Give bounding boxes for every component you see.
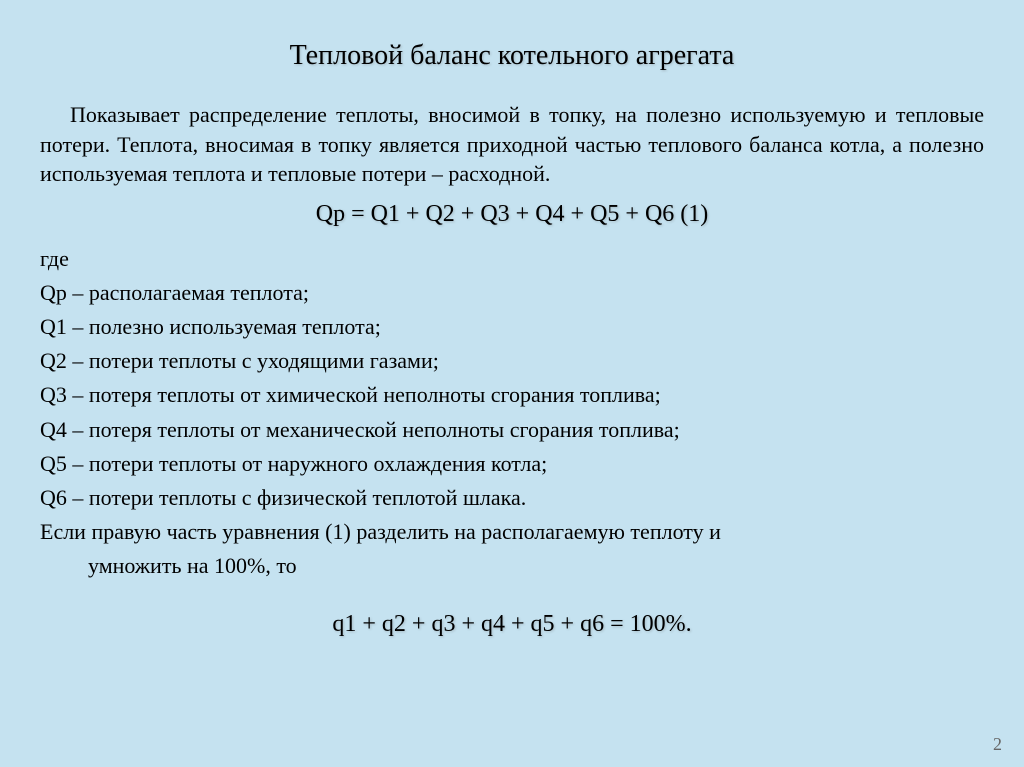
def-qp: Qр – располагаемая теплота; (40, 276, 984, 310)
def-q2: Q2 – потери теплоты с уходящими газами; (40, 344, 984, 378)
trailing-text-1: Если правую часть уравнения (1) разделит… (40, 515, 984, 549)
where-label: где (40, 242, 984, 276)
equation-percent: q1 + q2 + q3 + q4 + q5 + q6 = 100%. (40, 611, 984, 638)
intro-paragraph: Показывает распределение теплоты, вносим… (40, 100, 984, 189)
equation-main: Qр = Q1 + Q2 + Q3 + Q4 + Q5 + Q6 (1) (40, 201, 984, 228)
slide-title: Тепловой баланс котельного агрегата (40, 40, 984, 72)
def-q3: Q3 – потеря теплоты от химической неполн… (40, 378, 984, 412)
def-q1: Q1 – полезно используемая теплота; (40, 310, 984, 344)
def-q5: Q5 – потери теплоты от наружного охлажде… (40, 447, 984, 481)
page-number: 2 (993, 734, 1002, 755)
def-q6: Q6 – потери теплоты с физической теплото… (40, 481, 984, 515)
trailing-text-2: умножить на 100%, то (40, 549, 984, 583)
def-q4: Q4 – потеря теплоты от механической непо… (40, 413, 984, 447)
